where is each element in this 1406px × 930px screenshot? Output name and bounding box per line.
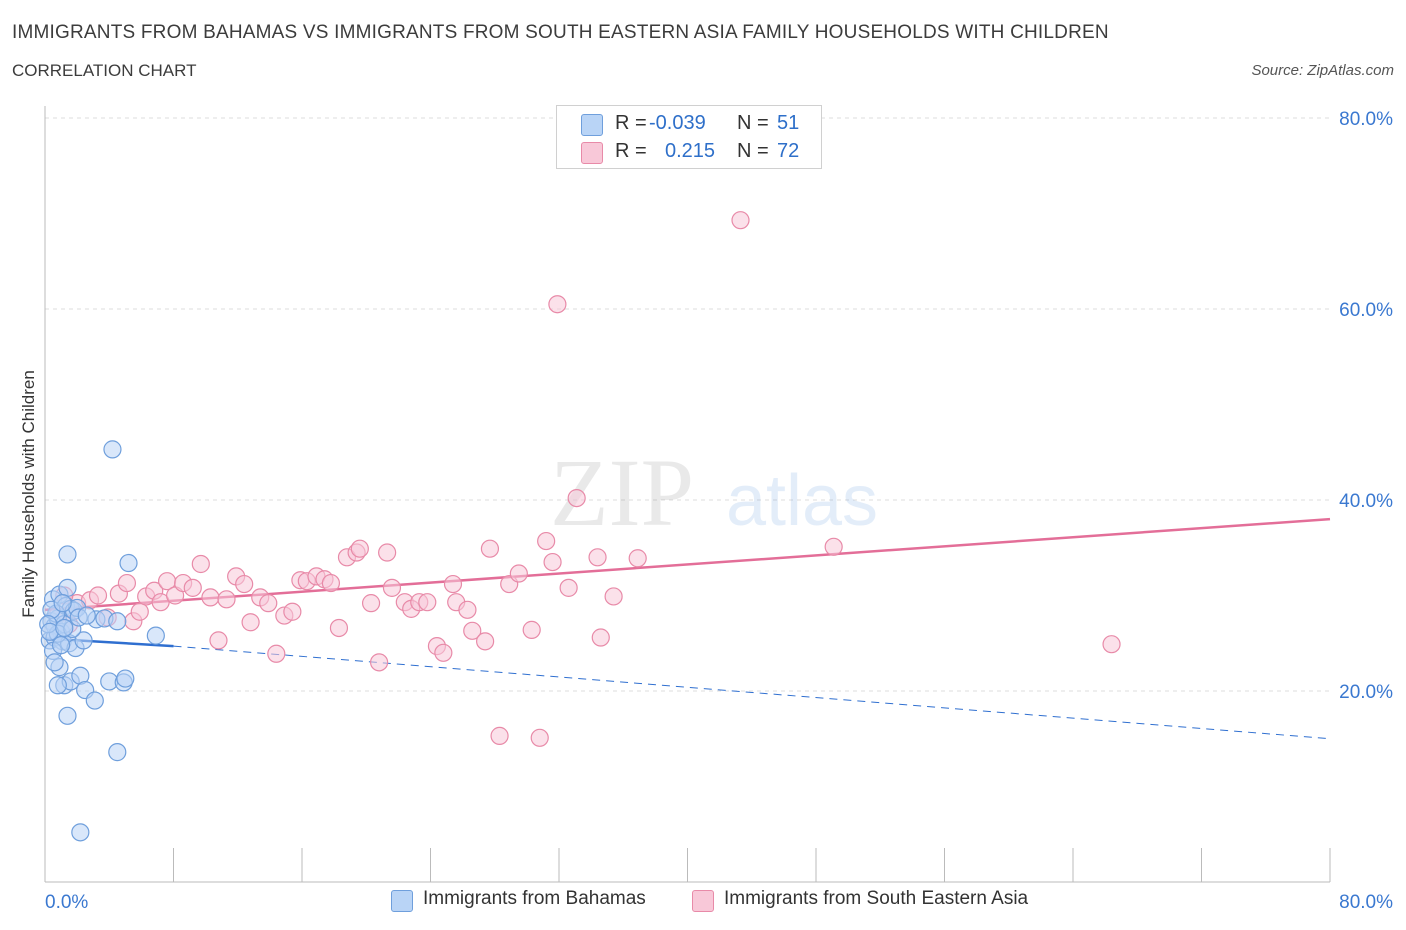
data-point-south-eastern-asia <box>117 573 137 593</box>
legend-n-label: N = <box>737 140 769 162</box>
data-point-south-eastern-asia <box>548 295 567 314</box>
grid-lines <box>45 117 1330 692</box>
bottom-legend-label: Immigrants from Bahamas <box>423 888 646 909</box>
data-point-south-eastern-asia <box>378 543 397 562</box>
data-point-bahamas <box>58 578 77 597</box>
chart-title: IMMIGRANTS FROM BAHAMAS VS IMMIGRANTS FR… <box>12 22 1109 43</box>
data-point-bahamas <box>103 440 122 459</box>
data-point-south-eastern-asia <box>235 574 254 594</box>
data-point-bahamas <box>108 743 127 762</box>
data-point-south-eastern-asia <box>1102 635 1121 654</box>
data-point-south-eastern-asia <box>217 590 236 609</box>
x-tick-label: 0.0% <box>45 892 88 913</box>
data-point-south-eastern-asia <box>567 488 586 508</box>
data-point-bahamas <box>51 636 71 655</box>
legend-r-label: R = <box>615 140 647 162</box>
legend-n-label: N = <box>737 112 769 134</box>
source-label: Source: ZipAtlas.com <box>1251 62 1394 79</box>
bottom-legend-label: Immigrants from South Eastern Asia <box>724 888 1029 909</box>
data-point-south-eastern-asia <box>329 618 349 638</box>
trend-line-bahamas-extension <box>173 645 1331 740</box>
data-point-south-eastern-asia <box>443 574 463 594</box>
data-point-south-eastern-asia <box>267 644 286 663</box>
data-point-south-eastern-asia <box>382 578 402 597</box>
legend-n-value: 72 <box>777 140 800 162</box>
axes <box>44 106 1331 883</box>
data-point-south-eastern-asia <box>604 587 623 606</box>
data-point-south-eastern-asia <box>463 621 482 640</box>
watermark-atlas: atlas <box>726 461 878 541</box>
data-point-south-eastern-asia <box>476 632 495 651</box>
trend-lines <box>44 517 1331 740</box>
data-point-south-eastern-asia <box>191 554 210 574</box>
data-point-south-eastern-asia <box>458 600 477 619</box>
data-point-south-eastern-asia <box>321 573 341 593</box>
y-tick-label: 40.0% <box>1339 491 1393 512</box>
data-point-south-eastern-asia <box>628 549 647 568</box>
data-point-bahamas <box>58 545 77 564</box>
data-point-bahamas <box>45 653 64 672</box>
data-point-south-eastern-asia <box>530 728 549 747</box>
data-point-south-eastern-asia <box>418 593 437 612</box>
legend-n-value: 51 <box>777 112 800 134</box>
data-point-south-eastern-asia <box>559 578 578 597</box>
data-point-bahamas <box>55 618 74 638</box>
data-point-bahamas <box>53 594 72 613</box>
data-point-south-eastern-asia <box>731 211 750 230</box>
data-point-south-eastern-asia <box>183 578 202 597</box>
data-point-south-eastern-asia <box>361 594 381 613</box>
data-point-south-eastern-asia <box>259 594 278 613</box>
data-point-south-eastern-asia <box>824 537 843 556</box>
data-point-bahamas <box>119 553 138 573</box>
data-point-south-eastern-asia <box>591 628 610 647</box>
data-point-south-eastern-asia <box>543 552 562 572</box>
data-point-bahamas <box>77 606 96 625</box>
data-point-south-eastern-asia <box>509 564 528 583</box>
legend-r-value: 0.215 <box>665 140 716 162</box>
x-tick-label: 80.0% <box>1339 892 1393 913</box>
data-point-bahamas <box>71 823 90 842</box>
y-tick-label: 80.0% <box>1339 109 1393 130</box>
correlation-legend: R = -0.039 N = 51 R = 0.215 N = 72 <box>556 105 822 169</box>
data-point-bahamas <box>116 669 135 688</box>
series-points-south-eastern-asia <box>48 211 1121 747</box>
data-point-bahamas <box>108 612 127 631</box>
data-point-south-eastern-asia <box>490 726 509 745</box>
data-point-south-eastern-asia <box>88 586 108 605</box>
y-axis-label: Family Households with Children <box>19 370 38 618</box>
data-point-south-eastern-asia <box>283 602 302 621</box>
chart-subtitle: CORRELATION CHART <box>12 61 197 80</box>
legend-swatch-blue <box>581 114 603 136</box>
legend-r-label: R = <box>615 112 647 134</box>
data-point-south-eastern-asia <box>537 531 556 551</box>
watermark: ZIP atlas <box>550 439 878 546</box>
data-point-bahamas <box>85 691 104 710</box>
data-point-bahamas <box>48 676 67 695</box>
data-point-south-eastern-asia <box>350 539 369 558</box>
data-point-south-eastern-asia <box>522 620 541 639</box>
y-tick-label: 20.0% <box>1339 682 1393 703</box>
data-point-south-eastern-asia <box>480 539 500 558</box>
data-point-south-eastern-asia <box>370 653 389 672</box>
bottom-legend-swatch-blue <box>391 890 413 912</box>
legend-r-value: -0.039 <box>649 112 706 134</box>
y-tick-label: 60.0% <box>1339 300 1393 321</box>
data-point-south-eastern-asia <box>588 548 607 567</box>
data-point-south-eastern-asia <box>209 631 228 650</box>
series-points-bahamas <box>39 440 165 842</box>
legend-swatch-pink <box>581 142 603 164</box>
data-point-south-eastern-asia <box>241 613 260 632</box>
bottom-legend-swatch-pink <box>692 890 714 912</box>
data-point-bahamas <box>74 631 93 650</box>
data-point-bahamas <box>146 626 165 645</box>
data-point-south-eastern-asia <box>201 588 220 607</box>
tick-labels: 20.0% 40.0% 60.0% 80.0% 0.0% 80.0% <box>45 109 1393 913</box>
data-point-bahamas <box>58 706 77 725</box>
data-point-south-eastern-asia <box>434 643 453 662</box>
data-point-south-eastern-asia <box>130 602 149 621</box>
